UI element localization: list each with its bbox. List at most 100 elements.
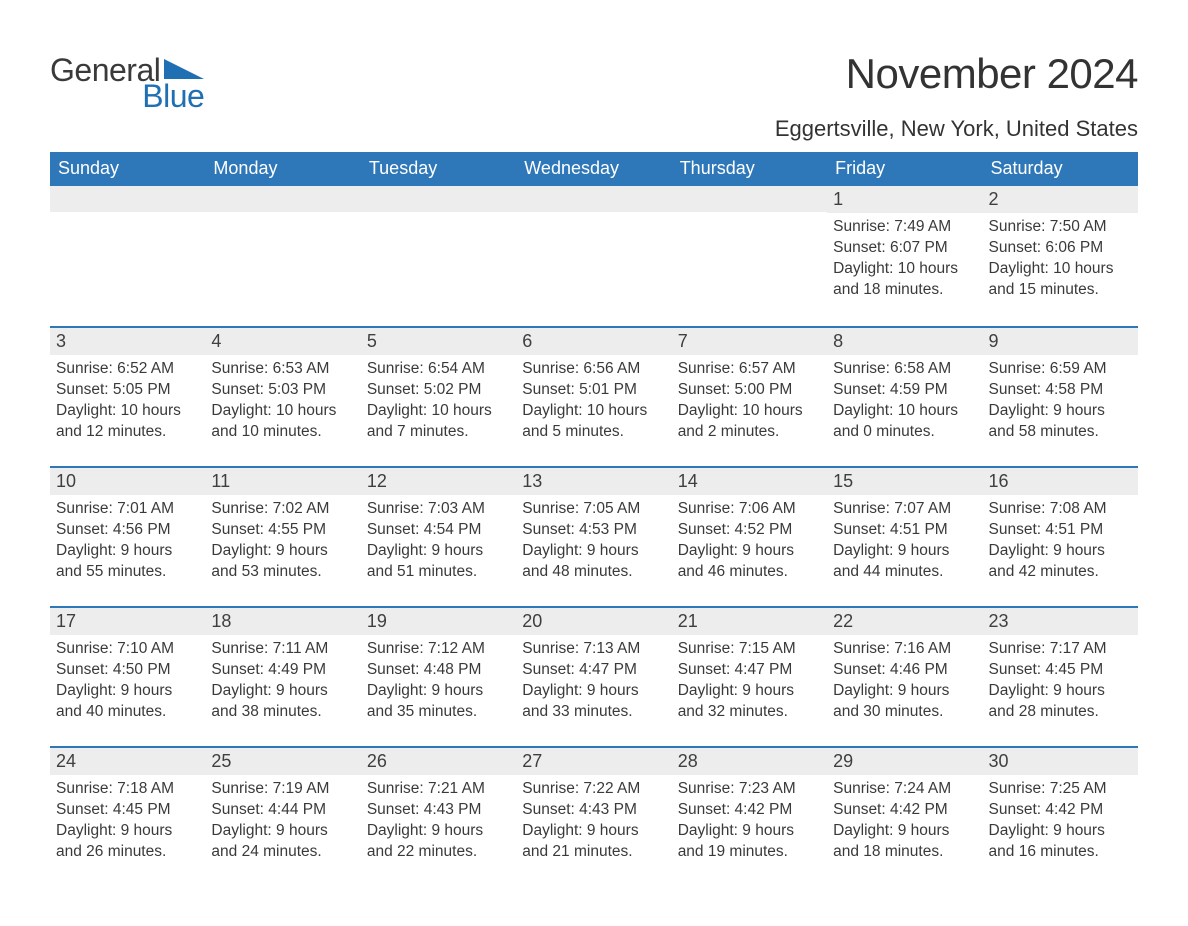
brand-logo: General Blue xyxy=(50,50,204,112)
day-line-day1: Daylight: 10 hours xyxy=(833,259,976,280)
day-line-sunset: Sunset: 4:56 PM xyxy=(56,520,199,541)
day-details: Sunrise: 7:13 AMSunset: 4:47 PMDaylight:… xyxy=(516,635,671,741)
day-cell: 7Sunrise: 6:57 AMSunset: 5:00 PMDaylight… xyxy=(672,328,827,466)
day-line-sunset: Sunset: 4:45 PM xyxy=(989,660,1132,681)
day-cell: 8Sunrise: 6:58 AMSunset: 4:59 PMDaylight… xyxy=(827,328,982,466)
day-number xyxy=(516,186,671,212)
day-number: 21 xyxy=(672,608,827,635)
day-number: 28 xyxy=(672,748,827,775)
day-number: 30 xyxy=(983,748,1138,775)
day-cell: 5Sunrise: 6:54 AMSunset: 5:02 PMDaylight… xyxy=(361,328,516,466)
day-line-sunset: Sunset: 4:42 PM xyxy=(989,800,1132,821)
day-line-sunset: Sunset: 4:45 PM xyxy=(56,800,199,821)
day-line-day1: Daylight: 9 hours xyxy=(678,541,821,562)
day-cell: 30Sunrise: 7:25 AMSunset: 4:42 PMDayligh… xyxy=(983,748,1138,886)
day-cell: 15Sunrise: 7:07 AMSunset: 4:51 PMDayligh… xyxy=(827,468,982,606)
day-number: 16 xyxy=(983,468,1138,495)
week-row: 3Sunrise: 6:52 AMSunset: 5:05 PMDaylight… xyxy=(50,326,1138,466)
day-details: Sunrise: 7:05 AMSunset: 4:53 PMDaylight:… xyxy=(516,495,671,601)
day-line-sunrise: Sunrise: 6:53 AM xyxy=(211,359,354,380)
day-details: Sunrise: 7:22 AMSunset: 4:43 PMDaylight:… xyxy=(516,775,671,881)
day-line-sunset: Sunset: 4:46 PM xyxy=(833,660,976,681)
day-line-sunrise: Sunrise: 7:16 AM xyxy=(833,639,976,660)
day-details: Sunrise: 7:24 AMSunset: 4:42 PMDaylight:… xyxy=(827,775,982,881)
weekday-header: Sunday xyxy=(50,152,205,186)
day-number: 1 xyxy=(827,186,982,213)
day-line-sunrise: Sunrise: 7:11 AM xyxy=(211,639,354,660)
day-line-day2: and 51 minutes. xyxy=(367,562,510,583)
day-line-sunrise: Sunrise: 7:15 AM xyxy=(678,639,821,660)
day-line-sunset: Sunset: 4:53 PM xyxy=(522,520,665,541)
day-cell: 24Sunrise: 7:18 AMSunset: 4:45 PMDayligh… xyxy=(50,748,205,886)
day-cell-empty xyxy=(672,186,827,326)
day-cell: 19Sunrise: 7:12 AMSunset: 4:48 PMDayligh… xyxy=(361,608,516,746)
day-cell: 27Sunrise: 7:22 AMSunset: 4:43 PMDayligh… xyxy=(516,748,671,886)
day-line-day1: Daylight: 10 hours xyxy=(367,401,510,422)
day-line-day1: Daylight: 9 hours xyxy=(989,681,1132,702)
day-line-day2: and 21 minutes. xyxy=(522,842,665,863)
day-line-sunset: Sunset: 4:55 PM xyxy=(211,520,354,541)
day-cell: 28Sunrise: 7:23 AMSunset: 4:42 PMDayligh… xyxy=(672,748,827,886)
day-line-day1: Daylight: 9 hours xyxy=(367,541,510,562)
day-details: Sunrise: 7:49 AMSunset: 6:07 PMDaylight:… xyxy=(827,213,982,319)
day-number: 29 xyxy=(827,748,982,775)
day-line-sunset: Sunset: 4:42 PM xyxy=(678,800,821,821)
day-cell: 1Sunrise: 7:49 AMSunset: 6:07 PMDaylight… xyxy=(827,186,982,326)
day-number: 2 xyxy=(983,186,1138,213)
day-line-day1: Daylight: 10 hours xyxy=(522,401,665,422)
day-line-day1: Daylight: 9 hours xyxy=(56,821,199,842)
day-line-sunrise: Sunrise: 7:23 AM xyxy=(678,779,821,800)
day-line-day1: Daylight: 9 hours xyxy=(367,821,510,842)
day-line-day2: and 33 minutes. xyxy=(522,702,665,723)
day-line-day2: and 28 minutes. xyxy=(989,702,1132,723)
day-line-sunset: Sunset: 5:01 PM xyxy=(522,380,665,401)
day-number xyxy=(672,186,827,212)
day-line-day2: and 12 minutes. xyxy=(56,422,199,443)
day-line-day1: Daylight: 9 hours xyxy=(989,541,1132,562)
day-line-sunrise: Sunrise: 7:17 AM xyxy=(989,639,1132,660)
day-line-day1: Daylight: 10 hours xyxy=(833,401,976,422)
day-details: Sunrise: 6:52 AMSunset: 5:05 PMDaylight:… xyxy=(50,355,205,461)
day-cell: 16Sunrise: 7:08 AMSunset: 4:51 PMDayligh… xyxy=(983,468,1138,606)
day-line-sunrise: Sunrise: 7:07 AM xyxy=(833,499,976,520)
day-line-sunrise: Sunrise: 7:12 AM xyxy=(367,639,510,660)
day-line-day2: and 24 minutes. xyxy=(211,842,354,863)
day-line-sunrise: Sunrise: 7:06 AM xyxy=(678,499,821,520)
day-number: 12 xyxy=(361,468,516,495)
day-cell: 22Sunrise: 7:16 AMSunset: 4:46 PMDayligh… xyxy=(827,608,982,746)
day-line-sunset: Sunset: 6:06 PM xyxy=(989,238,1132,259)
day-number: 19 xyxy=(361,608,516,635)
day-line-day2: and 22 minutes. xyxy=(367,842,510,863)
day-details xyxy=(50,212,205,234)
day-cell: 4Sunrise: 6:53 AMSunset: 5:03 PMDaylight… xyxy=(205,328,360,466)
weekday-header: Wednesday xyxy=(516,152,671,186)
day-line-sunset: Sunset: 4:51 PM xyxy=(989,520,1132,541)
day-details: Sunrise: 7:15 AMSunset: 4:47 PMDaylight:… xyxy=(672,635,827,741)
day-number xyxy=(50,186,205,212)
day-line-day2: and 32 minutes. xyxy=(678,702,821,723)
day-line-sunrise: Sunrise: 7:01 AM xyxy=(56,499,199,520)
week-row: 10Sunrise: 7:01 AMSunset: 4:56 PMDayligh… xyxy=(50,466,1138,606)
day-cell: 9Sunrise: 6:59 AMSunset: 4:58 PMDaylight… xyxy=(983,328,1138,466)
weekday-header: Tuesday xyxy=(361,152,516,186)
day-number: 15 xyxy=(827,468,982,495)
day-line-day2: and 16 minutes. xyxy=(989,842,1132,863)
day-line-day1: Daylight: 9 hours xyxy=(367,681,510,702)
location-subtitle: Eggertsville, New York, United States xyxy=(775,116,1138,142)
day-line-sunrise: Sunrise: 6:52 AM xyxy=(56,359,199,380)
day-line-day2: and 0 minutes. xyxy=(833,422,976,443)
day-line-sunset: Sunset: 6:07 PM xyxy=(833,238,976,259)
day-line-day2: and 46 minutes. xyxy=(678,562,821,583)
day-line-sunset: Sunset: 5:03 PM xyxy=(211,380,354,401)
day-line-sunrise: Sunrise: 7:03 AM xyxy=(367,499,510,520)
day-line-day2: and 10 minutes. xyxy=(211,422,354,443)
week-row: 1Sunrise: 7:49 AMSunset: 6:07 PMDaylight… xyxy=(50,186,1138,326)
day-details: Sunrise: 7:16 AMSunset: 4:46 PMDaylight:… xyxy=(827,635,982,741)
day-line-sunset: Sunset: 4:49 PM xyxy=(211,660,354,681)
heading-block: November 2024 Eggertsville, New York, Un… xyxy=(775,50,1138,142)
day-number: 13 xyxy=(516,468,671,495)
day-line-sunrise: Sunrise: 7:22 AM xyxy=(522,779,665,800)
day-line-sunrise: Sunrise: 7:21 AM xyxy=(367,779,510,800)
day-cell: 25Sunrise: 7:19 AMSunset: 4:44 PMDayligh… xyxy=(205,748,360,886)
day-line-day1: Daylight: 9 hours xyxy=(211,681,354,702)
